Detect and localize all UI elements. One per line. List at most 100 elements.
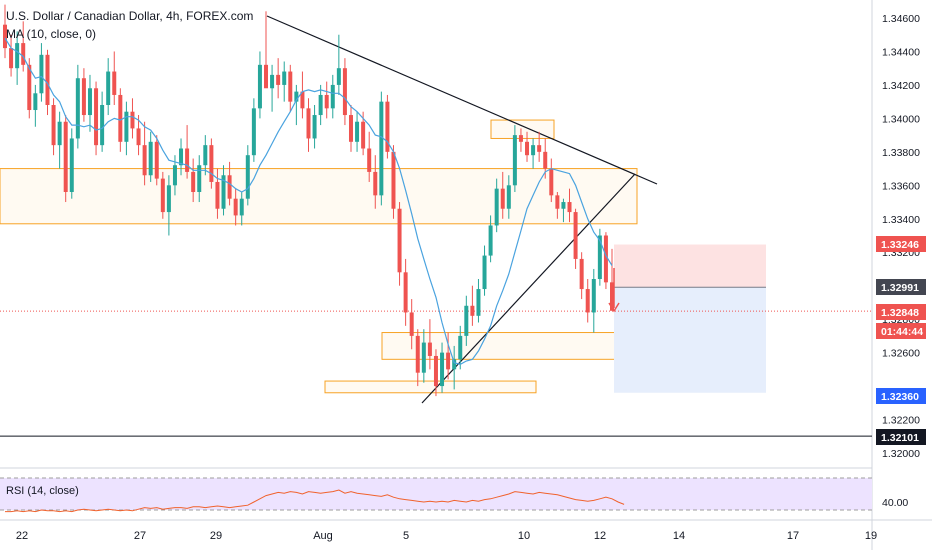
candle xyxy=(185,148,190,172)
candle xyxy=(39,54,44,94)
stop-loss-zone[interactable] xyxy=(614,244,766,288)
candle xyxy=(464,305,469,336)
time-axis-tick-label: 29 xyxy=(210,530,222,542)
candle xyxy=(276,74,281,85)
time-axis-tick-label: 19 xyxy=(865,530,877,542)
candle xyxy=(433,355,438,387)
candle xyxy=(294,91,299,102)
candle xyxy=(336,68,341,85)
candle xyxy=(9,48,14,69)
candle xyxy=(87,88,92,116)
trendline-support[interactable] xyxy=(421,173,636,404)
time-axis-tick-label: 12 xyxy=(594,530,606,542)
candle xyxy=(518,135,523,142)
symbol-title: U.S. Dollar / Canadian Dollar, 4h, FOREX… xyxy=(6,9,254,23)
price-axis-tick-label: 1.34600 xyxy=(882,13,920,25)
candle xyxy=(197,165,202,192)
candle xyxy=(215,181,220,209)
candle xyxy=(15,43,20,69)
candle xyxy=(543,151,548,169)
price-axis-tick-label: 1.34000 xyxy=(882,113,920,125)
time-axis-tick-label: 27 xyxy=(134,530,146,542)
candle xyxy=(525,141,530,156)
price-axis-tick-label: 1.34200 xyxy=(882,80,920,92)
candle xyxy=(537,145,542,152)
candle xyxy=(342,68,347,116)
candle xyxy=(245,155,250,199)
candle xyxy=(579,258,584,290)
candle xyxy=(385,101,390,152)
candle xyxy=(391,151,396,209)
candle xyxy=(573,212,578,259)
candle xyxy=(264,64,269,89)
price-axis-tick-label: 1.32600 xyxy=(882,348,920,360)
price-badge-label: 1.32848 xyxy=(881,307,919,319)
candle xyxy=(591,279,596,313)
candle xyxy=(81,78,86,116)
candle xyxy=(488,225,493,256)
candle xyxy=(476,289,481,316)
candle xyxy=(191,171,196,192)
support-resistance-zone[interactable] xyxy=(0,168,638,225)
candle xyxy=(233,198,238,216)
price-axis-tick-label: 1.32000 xyxy=(882,448,920,460)
candle xyxy=(446,352,451,370)
candle xyxy=(330,84,335,109)
take-profit-zone[interactable] xyxy=(614,287,766,393)
candle xyxy=(470,305,475,316)
candle xyxy=(585,289,590,313)
trendline-resistance[interactable] xyxy=(266,15,658,185)
candle xyxy=(270,74,275,89)
rsi-legend-label: RSI (14, close) xyxy=(6,485,79,497)
price-badge-label: 01:44:44 xyxy=(881,326,923,338)
rsi-axis-tick-label: 40.00 xyxy=(882,497,908,509)
candle xyxy=(154,141,159,179)
candle xyxy=(100,105,105,146)
candle xyxy=(45,54,50,105)
candle xyxy=(94,88,99,146)
candle xyxy=(75,78,80,139)
candle xyxy=(63,121,68,192)
candle xyxy=(203,145,208,166)
price-badge-label: 1.32991 xyxy=(881,282,919,294)
candle xyxy=(148,141,153,176)
candle xyxy=(512,135,517,186)
projection-arrow-head xyxy=(608,302,620,313)
price-badge xyxy=(876,388,926,404)
candle xyxy=(603,235,608,283)
time-axis-tick-label: 22 xyxy=(16,530,28,542)
candle xyxy=(172,165,177,186)
candle xyxy=(69,138,74,192)
support-resistance-zone[interactable] xyxy=(324,380,537,394)
rsi-band xyxy=(0,478,872,510)
price-axis-tick-label: 1.33600 xyxy=(882,180,920,192)
candle xyxy=(567,202,572,213)
candle xyxy=(531,145,536,156)
candle xyxy=(361,121,366,149)
price-badge xyxy=(876,323,926,339)
candle xyxy=(324,94,329,109)
candle xyxy=(348,115,353,142)
time-axis-tick-label: Aug xyxy=(313,530,333,542)
candle xyxy=(355,121,360,142)
candle xyxy=(27,64,32,111)
candle xyxy=(3,24,7,49)
candle xyxy=(440,352,445,387)
candle xyxy=(561,202,566,209)
candle xyxy=(142,145,147,176)
candle xyxy=(397,208,402,273)
candle xyxy=(403,272,408,313)
candle xyxy=(160,178,165,213)
candle xyxy=(452,359,457,370)
candle xyxy=(33,93,38,111)
candle xyxy=(409,312,414,336)
candle xyxy=(506,185,511,209)
price-badge xyxy=(876,304,926,320)
candle xyxy=(458,335,463,360)
candle xyxy=(288,71,293,102)
moving-average-line xyxy=(4,37,613,365)
candle xyxy=(379,101,384,196)
candle xyxy=(124,111,129,142)
